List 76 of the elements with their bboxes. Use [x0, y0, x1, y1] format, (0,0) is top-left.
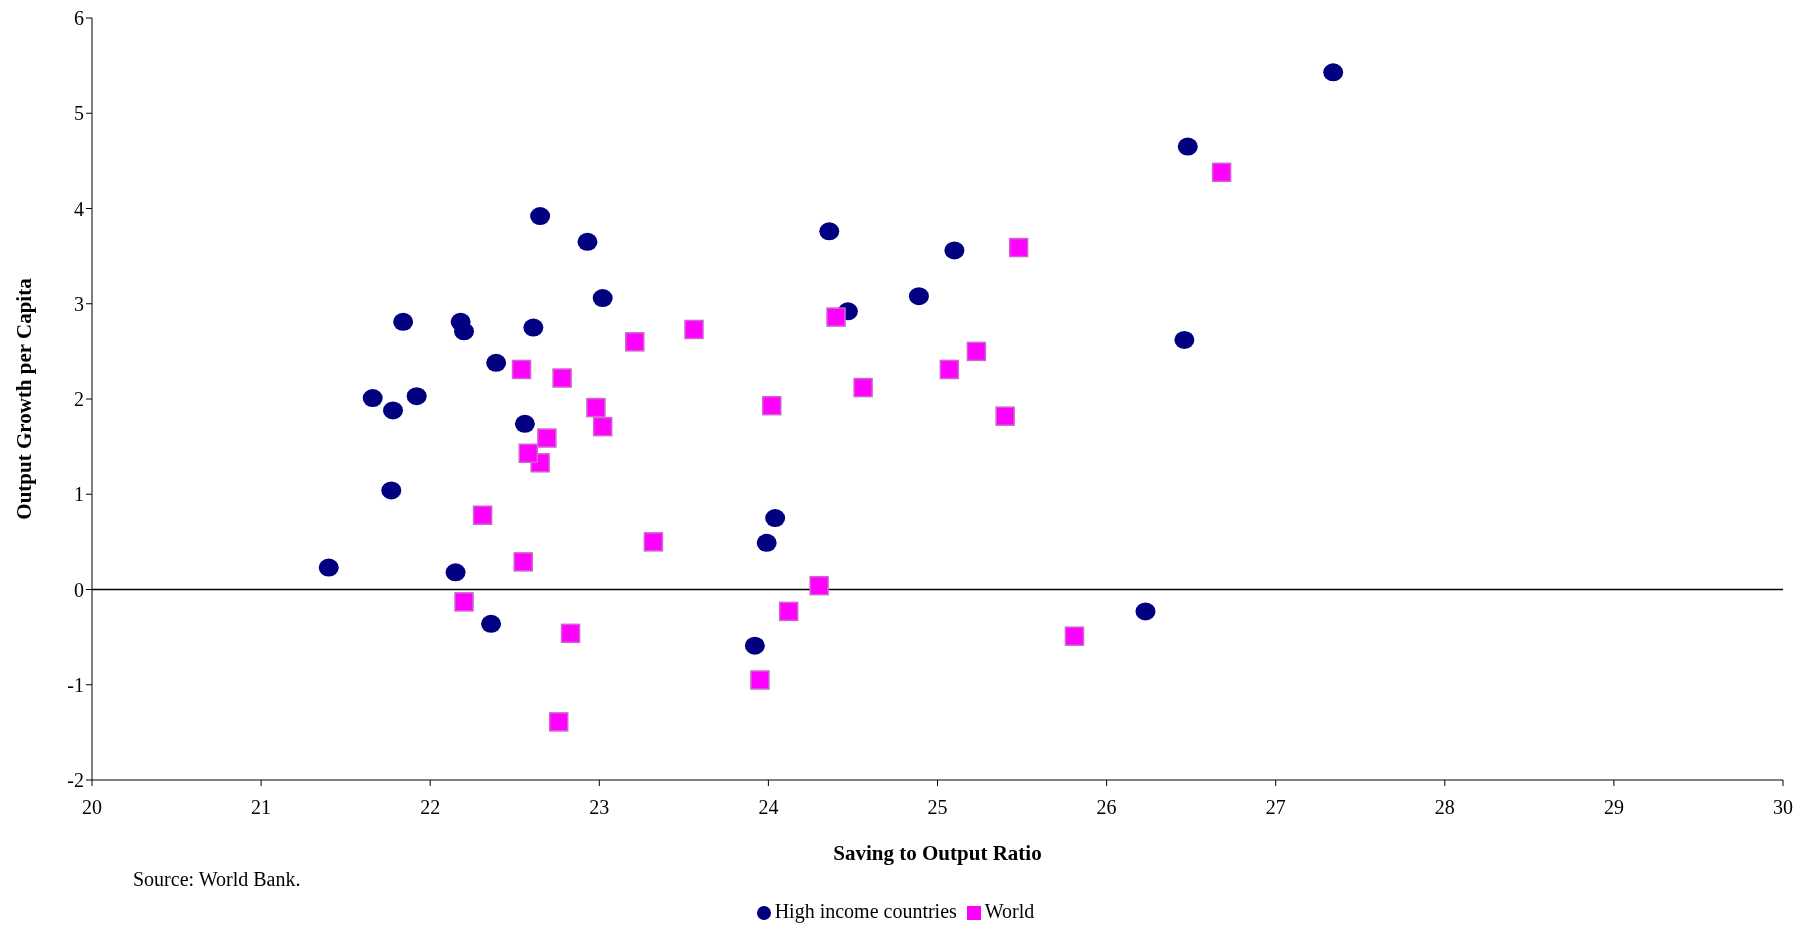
- x-tick-label: 23: [589, 796, 610, 819]
- point: [514, 414, 535, 433]
- point: [592, 289, 613, 308]
- x-tick-label: 20: [82, 796, 102, 819]
- x-tick-label: 29: [1603, 796, 1624, 819]
- point: [1323, 63, 1344, 82]
- point: [381, 481, 402, 500]
- point: [362, 389, 383, 408]
- point: [744, 636, 765, 655]
- y-tick-label: 4: [74, 197, 84, 220]
- point: [778, 601, 799, 622]
- point: [1135, 602, 1156, 621]
- point: [592, 416, 613, 437]
- y-tick-label: 2: [74, 388, 84, 411]
- point: [586, 397, 606, 418]
- point: [1177, 137, 1198, 156]
- source-note: Source: World Bank.: [133, 868, 301, 891]
- point: [511, 359, 532, 380]
- x-tick-label: 28: [1434, 796, 1455, 819]
- point: [486, 353, 507, 372]
- point: [1211, 162, 1232, 183]
- y-tick-label: 0: [74, 578, 84, 601]
- point: [560, 623, 581, 644]
- point: [809, 575, 829, 596]
- point: [523, 318, 544, 337]
- point: [966, 341, 987, 362]
- x-tick-label: 22: [420, 796, 441, 819]
- y-tick-label: -1: [67, 673, 84, 696]
- point: [454, 592, 474, 612]
- point: [513, 552, 533, 572]
- point: [1174, 330, 1195, 349]
- x-tick-label: 24: [758, 796, 779, 819]
- point: [765, 509, 786, 528]
- point: [684, 319, 704, 340]
- point: [472, 505, 493, 525]
- legend-label: World: [984, 900, 1035, 922]
- point: [393, 312, 414, 331]
- point: [450, 312, 471, 331]
- point: [750, 670, 770, 690]
- point: [552, 368, 572, 388]
- point: [995, 406, 1015, 426]
- point: [530, 207, 551, 226]
- point: [383, 401, 403, 420]
- point: [756, 533, 777, 552]
- x-tick-label: 26: [1096, 796, 1117, 819]
- y-tick-label: 6: [74, 7, 84, 30]
- point: [548, 712, 569, 732]
- point: [826, 307, 846, 327]
- point: [481, 614, 502, 633]
- point: [1008, 237, 1029, 258]
- point: [939, 359, 960, 380]
- point: [819, 222, 840, 241]
- point: [318, 558, 339, 577]
- x-tick-label: 25: [927, 796, 948, 819]
- point: [625, 332, 645, 352]
- legend-label: High income countries: [774, 900, 957, 922]
- y-tick-label: 3: [74, 292, 84, 315]
- point: [406, 387, 427, 406]
- point: [908, 287, 929, 306]
- y-tick-label: 5: [74, 102, 84, 125]
- point: [643, 532, 664, 552]
- y-tick-label: -2: [67, 769, 84, 792]
- y-axis-title: Output Growth per Capita: [12, 277, 37, 520]
- point: [445, 563, 466, 582]
- point: [577, 232, 598, 251]
- point: [537, 428, 557, 448]
- x-tick-label: 30: [1773, 796, 1793, 819]
- x-tick-label: 27: [1265, 796, 1286, 819]
- point: [853, 377, 873, 398]
- x-tick-label: 21: [251, 796, 272, 819]
- point: [518, 443, 539, 464]
- point: [762, 395, 782, 416]
- point: [1064, 626, 1085, 646]
- y-tick-label: 1: [74, 483, 84, 506]
- point: [944, 241, 965, 260]
- x-axis-title: Saving to Output Ratio: [833, 841, 1042, 865]
